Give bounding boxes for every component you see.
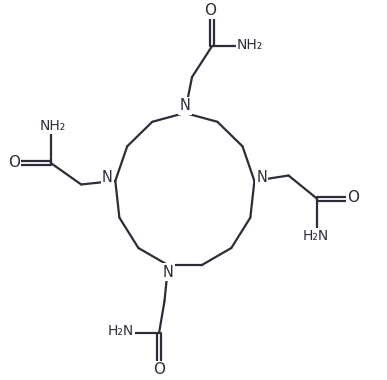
Text: N: N [102, 171, 113, 185]
Text: N: N [256, 171, 267, 185]
Text: NH₂: NH₂ [237, 38, 264, 52]
Text: O: O [8, 155, 20, 170]
Text: H₂N: H₂N [108, 324, 134, 338]
Text: O: O [348, 190, 360, 204]
Text: O: O [204, 3, 216, 18]
Text: O: O [153, 362, 165, 377]
Text: H₂N: H₂N [302, 229, 329, 243]
Text: N: N [163, 265, 173, 280]
Text: NH₂: NH₂ [39, 119, 65, 133]
Text: N: N [180, 98, 190, 113]
